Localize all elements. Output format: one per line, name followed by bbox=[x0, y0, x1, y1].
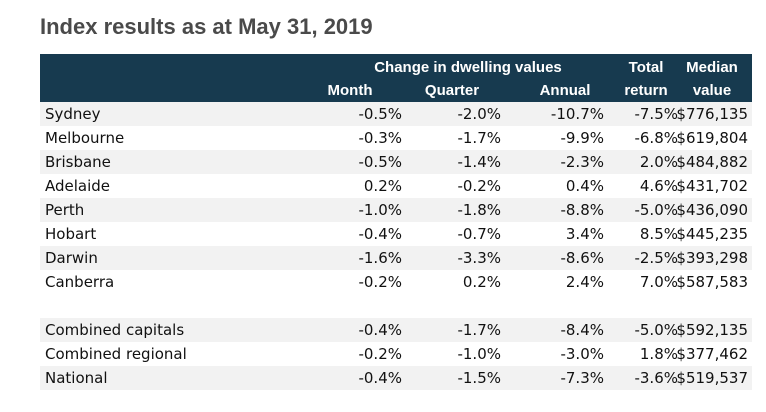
table-row: Melbourne -0.3% -1.7% -9.9% -6.8% $619,804 bbox=[40, 126, 752, 150]
table-row: Darwin -1.6% -3.3% -8.6% -2.5% $393,298 bbox=[40, 246, 752, 270]
cell-total: -3.6% bbox=[634, 369, 678, 387]
cell-annual: -3.0% bbox=[560, 345, 604, 363]
cell-name: National bbox=[45, 369, 108, 387]
cell-name: Canberra bbox=[45, 273, 115, 291]
cell-median: $377,462 bbox=[676, 345, 748, 363]
cell-total: 2.0% bbox=[639, 153, 678, 171]
cell-name: Darwin bbox=[45, 249, 98, 267]
cell-annual: -9.9% bbox=[560, 129, 604, 147]
cell-name: Combined regional bbox=[45, 345, 187, 363]
cell-quarter: -2.0% bbox=[457, 105, 501, 123]
cell-total: 8.5% bbox=[639, 225, 678, 243]
cell-annual: -8.8% bbox=[560, 201, 604, 219]
cell-total: -2.5% bbox=[634, 249, 678, 267]
cell-total: -7.5% bbox=[634, 105, 678, 123]
cell-median: $519,537 bbox=[676, 369, 748, 387]
cell-name: Adelaide bbox=[45, 177, 111, 195]
header-group-label: Change in dwelling values bbox=[374, 59, 562, 76]
cell-annual: 0.4% bbox=[565, 177, 604, 195]
cell-annual: -10.7% bbox=[550, 105, 604, 123]
cell-name: Melbourne bbox=[45, 129, 125, 147]
cell-quarter: -1.8% bbox=[457, 201, 501, 219]
cell-name: Perth bbox=[45, 201, 85, 219]
table-gap bbox=[40, 294, 752, 318]
cell-median: $587,583 bbox=[676, 273, 748, 291]
cell-month: -0.3% bbox=[358, 129, 402, 147]
header-median-line1: Median bbox=[686, 59, 738, 76]
cell-month: -0.2% bbox=[358, 273, 402, 291]
cell-median: $619,804 bbox=[676, 129, 748, 147]
cell-quarter: -0.7% bbox=[457, 225, 501, 243]
table-row: Adelaide 0.2% -0.2% 0.4% 4.6% $431,702 bbox=[40, 174, 752, 198]
cell-month: -0.4% bbox=[358, 321, 402, 339]
cell-quarter: -1.5% bbox=[457, 369, 501, 387]
cell-total: -5.0% bbox=[634, 201, 678, 219]
cell-quarter: -1.7% bbox=[457, 321, 501, 339]
cell-month: -1.6% bbox=[358, 249, 402, 267]
table-row: National -0.4% -1.5% -7.3% -3.6% $519,537 bbox=[40, 366, 752, 390]
cell-total: -5.0% bbox=[634, 321, 678, 339]
cell-name: Brisbane bbox=[45, 153, 111, 171]
table-row: Sydney -0.5% -2.0% -10.7% -7.5% $776,135 bbox=[40, 102, 752, 126]
cell-median: $445,235 bbox=[676, 225, 748, 243]
cell-median: $592,135 bbox=[676, 321, 748, 339]
cell-month: -1.0% bbox=[358, 201, 402, 219]
cell-month: -0.5% bbox=[358, 105, 402, 123]
page-title: Index results as at May 31, 2019 bbox=[40, 14, 373, 39]
cell-total: 7.0% bbox=[639, 273, 678, 291]
cell-quarter: 0.2% bbox=[462, 273, 501, 291]
table-header: Change in dwelling values Month Quarter … bbox=[40, 54, 752, 102]
index-results-table: Change in dwelling values Month Quarter … bbox=[40, 54, 752, 390]
cell-quarter: -0.2% bbox=[457, 177, 501, 195]
cell-total: 4.6% bbox=[639, 177, 678, 195]
cell-median: $776,135 bbox=[676, 105, 748, 123]
header-total-line2: return bbox=[624, 82, 668, 99]
cell-quarter: -3.3% bbox=[457, 249, 501, 267]
cell-total: 1.8% bbox=[639, 345, 678, 363]
cell-median: $431,702 bbox=[676, 177, 748, 195]
cell-month: 0.2% bbox=[363, 177, 402, 195]
cell-annual: -7.3% bbox=[560, 369, 604, 387]
cell-annual: 3.4% bbox=[565, 225, 604, 243]
header-month: Month bbox=[327, 82, 373, 99]
cell-median: $393,298 bbox=[676, 249, 748, 267]
city-rows: Sydney -0.5% -2.0% -10.7% -7.5% $776,135 Melbo… bbox=[40, 102, 752, 294]
cell-median: $436,090 bbox=[676, 201, 748, 219]
cell-month: -0.4% bbox=[358, 369, 402, 387]
summary-rows: Combined capitals -0.4% -1.7% -8.4% -5.0% $59… bbox=[40, 318, 752, 390]
header-annual: Annual bbox=[539, 82, 591, 99]
header-total-line1: Total bbox=[628, 59, 664, 76]
cell-quarter: -1.4% bbox=[457, 153, 501, 171]
cell-name: Hobart bbox=[45, 225, 97, 243]
table-row: Canberra -0.2% 0.2% 2.4% 7.0% $587,583 bbox=[40, 270, 752, 294]
table-row: Hobart -0.4% -0.7% 3.4% 8.5% $445,235 bbox=[40, 222, 752, 246]
header-median-line2: value bbox=[692, 82, 732, 99]
table-row: Brisbane -0.5% -1.4% -2.3% 2.0% $484,882 bbox=[40, 150, 752, 174]
table-row: Perth -1.0% -1.8% -8.8% -5.0% $436,090 bbox=[40, 198, 752, 222]
cell-annual: -8.4% bbox=[560, 321, 604, 339]
cell-median: $484,882 bbox=[676, 153, 748, 171]
cell-month: -0.4% bbox=[358, 225, 402, 243]
cell-name: Sydney bbox=[45, 105, 101, 123]
cell-month: -0.2% bbox=[358, 345, 402, 363]
cell-annual: 2.4% bbox=[565, 273, 604, 291]
table-row: Combined capitals -0.4% -1.7% -8.4% -5.0% $59… bbox=[40, 318, 752, 342]
cell-name: Combined capitals bbox=[45, 321, 185, 339]
cell-annual: -8.6% bbox=[560, 249, 604, 267]
cell-quarter: -1.0% bbox=[457, 345, 501, 363]
table-row: Combined regional -0.2% -1.0% -3.0% 1.8% $377… bbox=[40, 342, 752, 366]
cell-total: -6.8% bbox=[634, 129, 678, 147]
header-quarter: Quarter bbox=[424, 82, 480, 99]
cell-quarter: -1.7% bbox=[457, 129, 501, 147]
cell-annual: -2.3% bbox=[560, 153, 604, 171]
cell-month: -0.5% bbox=[358, 153, 402, 171]
